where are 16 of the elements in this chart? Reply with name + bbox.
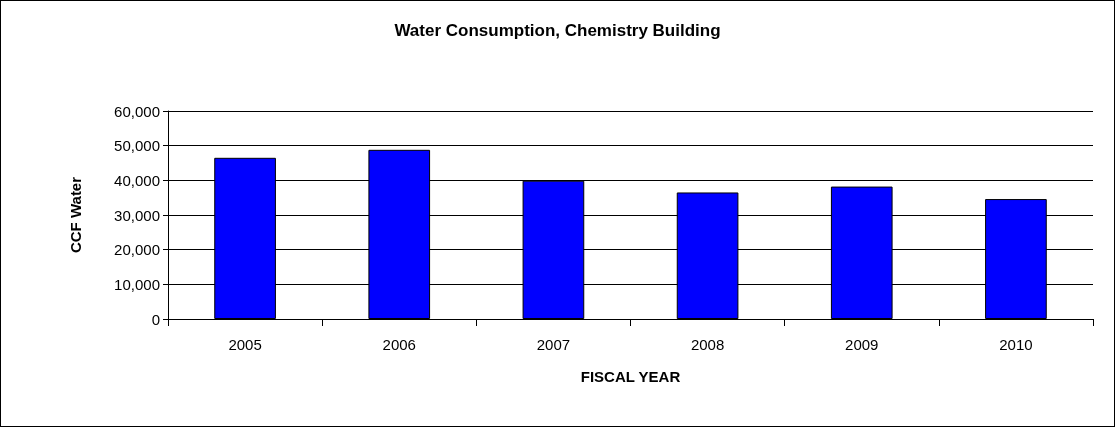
y-axis-title: CCF Water	[67, 176, 84, 254]
x-tick-label: 2007	[536, 336, 571, 353]
x-tick-label: 2010	[999, 336, 1033, 353]
x-tick-label: 2006	[382, 336, 416, 353]
x-tick-label: 2005	[228, 336, 262, 353]
x-axis-title: FISCAL YEAR	[580, 368, 681, 385]
y-tick-label: 0	[151, 310, 160, 328]
y-tick-label: 50,000	[114, 137, 160, 155]
chart-title: Water Consumption, Chemistry Building	[394, 21, 721, 40]
y-tick-label: 40,000	[114, 171, 160, 189]
x-tick-label: 2009	[845, 336, 879, 353]
y-tick-label: 30,000	[114, 206, 160, 224]
y-tick-label: 10,000	[114, 275, 160, 293]
y-tick-label: 60,000	[114, 102, 160, 120]
y-tick-label: 20,000	[114, 241, 160, 259]
x-tick-label: 2008	[690, 336, 725, 353]
